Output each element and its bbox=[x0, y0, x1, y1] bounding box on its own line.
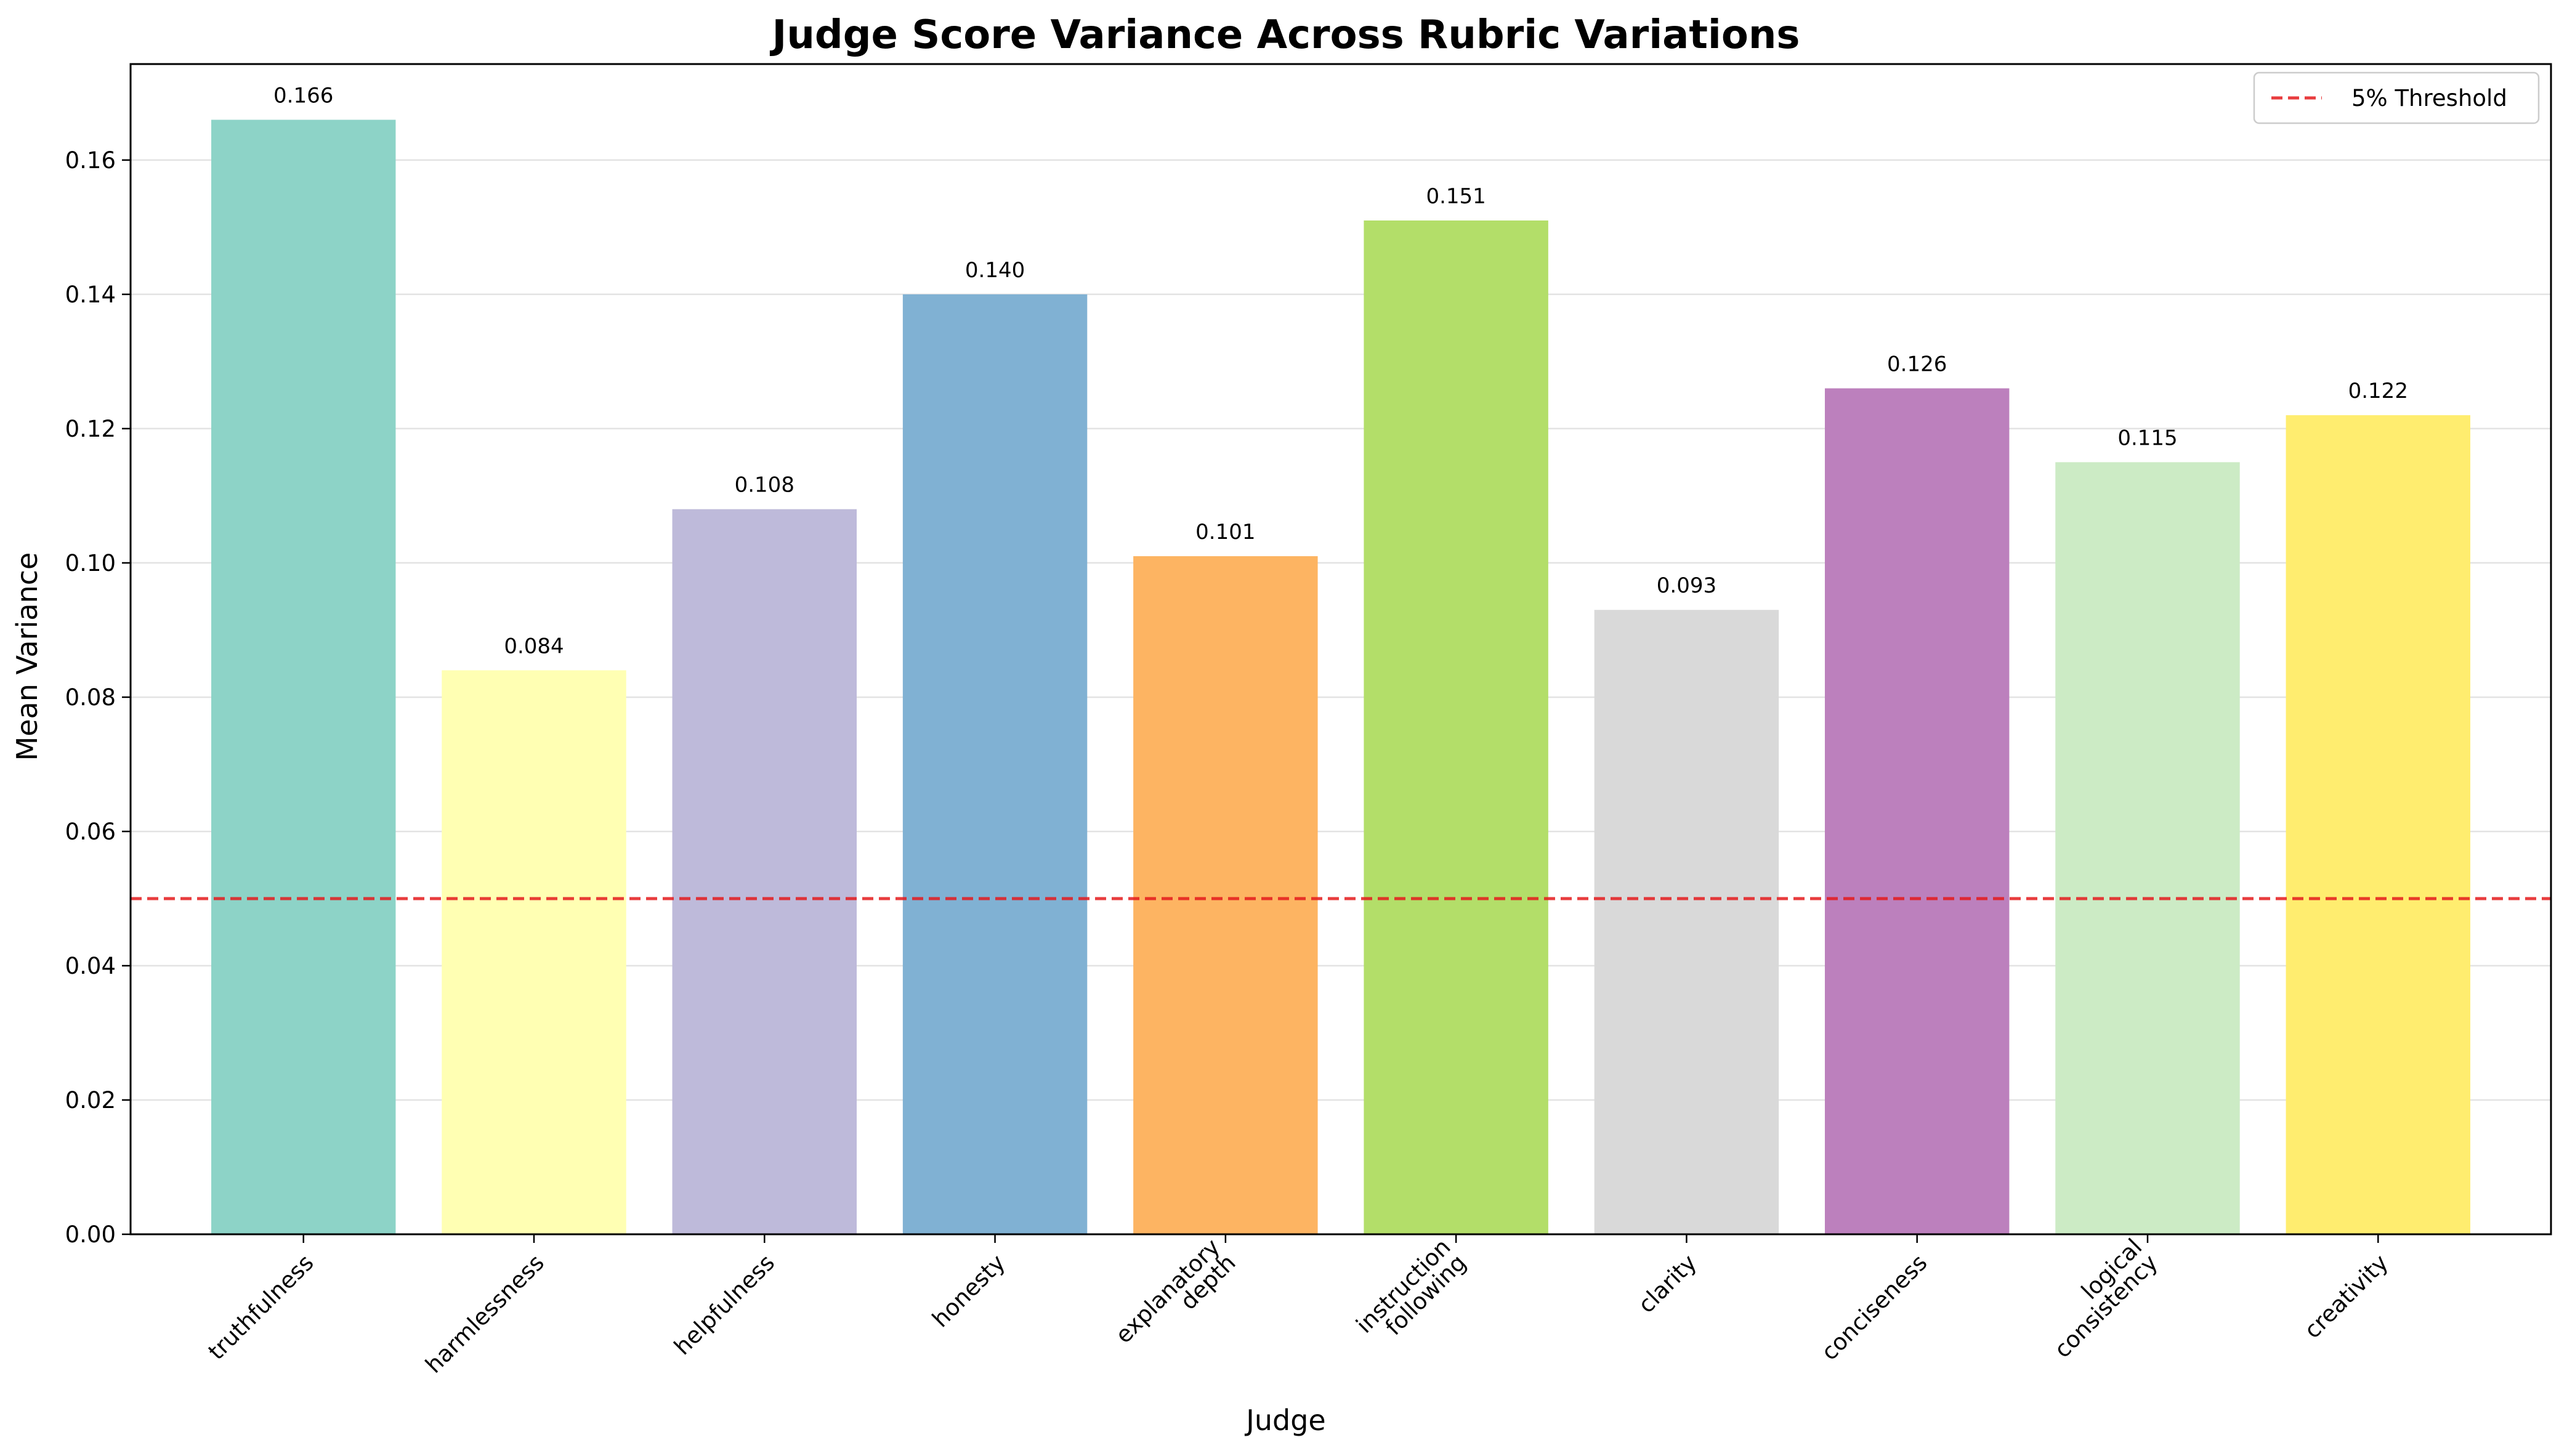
y-tick-label: 0.12 bbox=[65, 416, 116, 442]
legend: 5% Threshold bbox=[2253, 71, 2540, 124]
bar-value-label: 0.151 bbox=[1426, 184, 1486, 209]
bar-value-label: 0.166 bbox=[273, 83, 333, 108]
plot-frame bbox=[129, 63, 2552, 1236]
bar bbox=[1364, 220, 1548, 1235]
bar bbox=[2055, 462, 2240, 1234]
y-tick-label: 0.06 bbox=[65, 819, 116, 845]
y-tick-label: 0.02 bbox=[65, 1087, 116, 1114]
bar bbox=[902, 294, 1088, 1235]
bar-value-label: 0.126 bbox=[1887, 352, 1947, 377]
bar bbox=[1594, 610, 1779, 1234]
y-tick-label: 0.04 bbox=[65, 953, 116, 979]
bar-value-label: 0.115 bbox=[2117, 426, 2177, 450]
y-tick-label: 0.10 bbox=[65, 550, 116, 576]
legend-threshold-label: 5% Threshold bbox=[2351, 85, 2507, 111]
bar bbox=[1133, 556, 1318, 1234]
y-tick-label: 0.16 bbox=[65, 147, 116, 174]
value-labels: 0.166 0.084 0.108 0.140 0.101 0.151 0.093 0.126… bbox=[273, 83, 2408, 658]
x-axis-label: Judge bbox=[1244, 1404, 1325, 1437]
y-axis: 0.00 0.02 0.04 0.06 0.08 0.10 0.12 0.14 0.16 bbox=[65, 147, 131, 1248]
bar bbox=[672, 509, 857, 1234]
bar-value-label: 0.140 bbox=[965, 258, 1025, 283]
bar bbox=[1825, 388, 2010, 1234]
y-tick-label: 0.00 bbox=[65, 1221, 116, 1248]
bar-value-label: 0.093 bbox=[1657, 573, 1716, 598]
bar-value-label: 0.122 bbox=[2348, 379, 2408, 403]
y-tick-label: 0.14 bbox=[65, 281, 116, 308]
chart-title: Judge Score Variance Across Rubric Varia… bbox=[770, 12, 1800, 58]
y-axis-label: Mean Variance bbox=[10, 552, 44, 761]
bar-value-label: 0.084 bbox=[504, 634, 564, 658]
legend-box bbox=[2253, 71, 2540, 124]
y-tick-label: 0.08 bbox=[65, 684, 116, 711]
bar bbox=[442, 670, 626, 1234]
bar-value-label: 0.101 bbox=[1195, 520, 1255, 544]
bars bbox=[211, 119, 2470, 1235]
bar bbox=[2286, 415, 2470, 1234]
bar-value-label: 0.108 bbox=[735, 473, 794, 498]
bar bbox=[211, 119, 396, 1234]
